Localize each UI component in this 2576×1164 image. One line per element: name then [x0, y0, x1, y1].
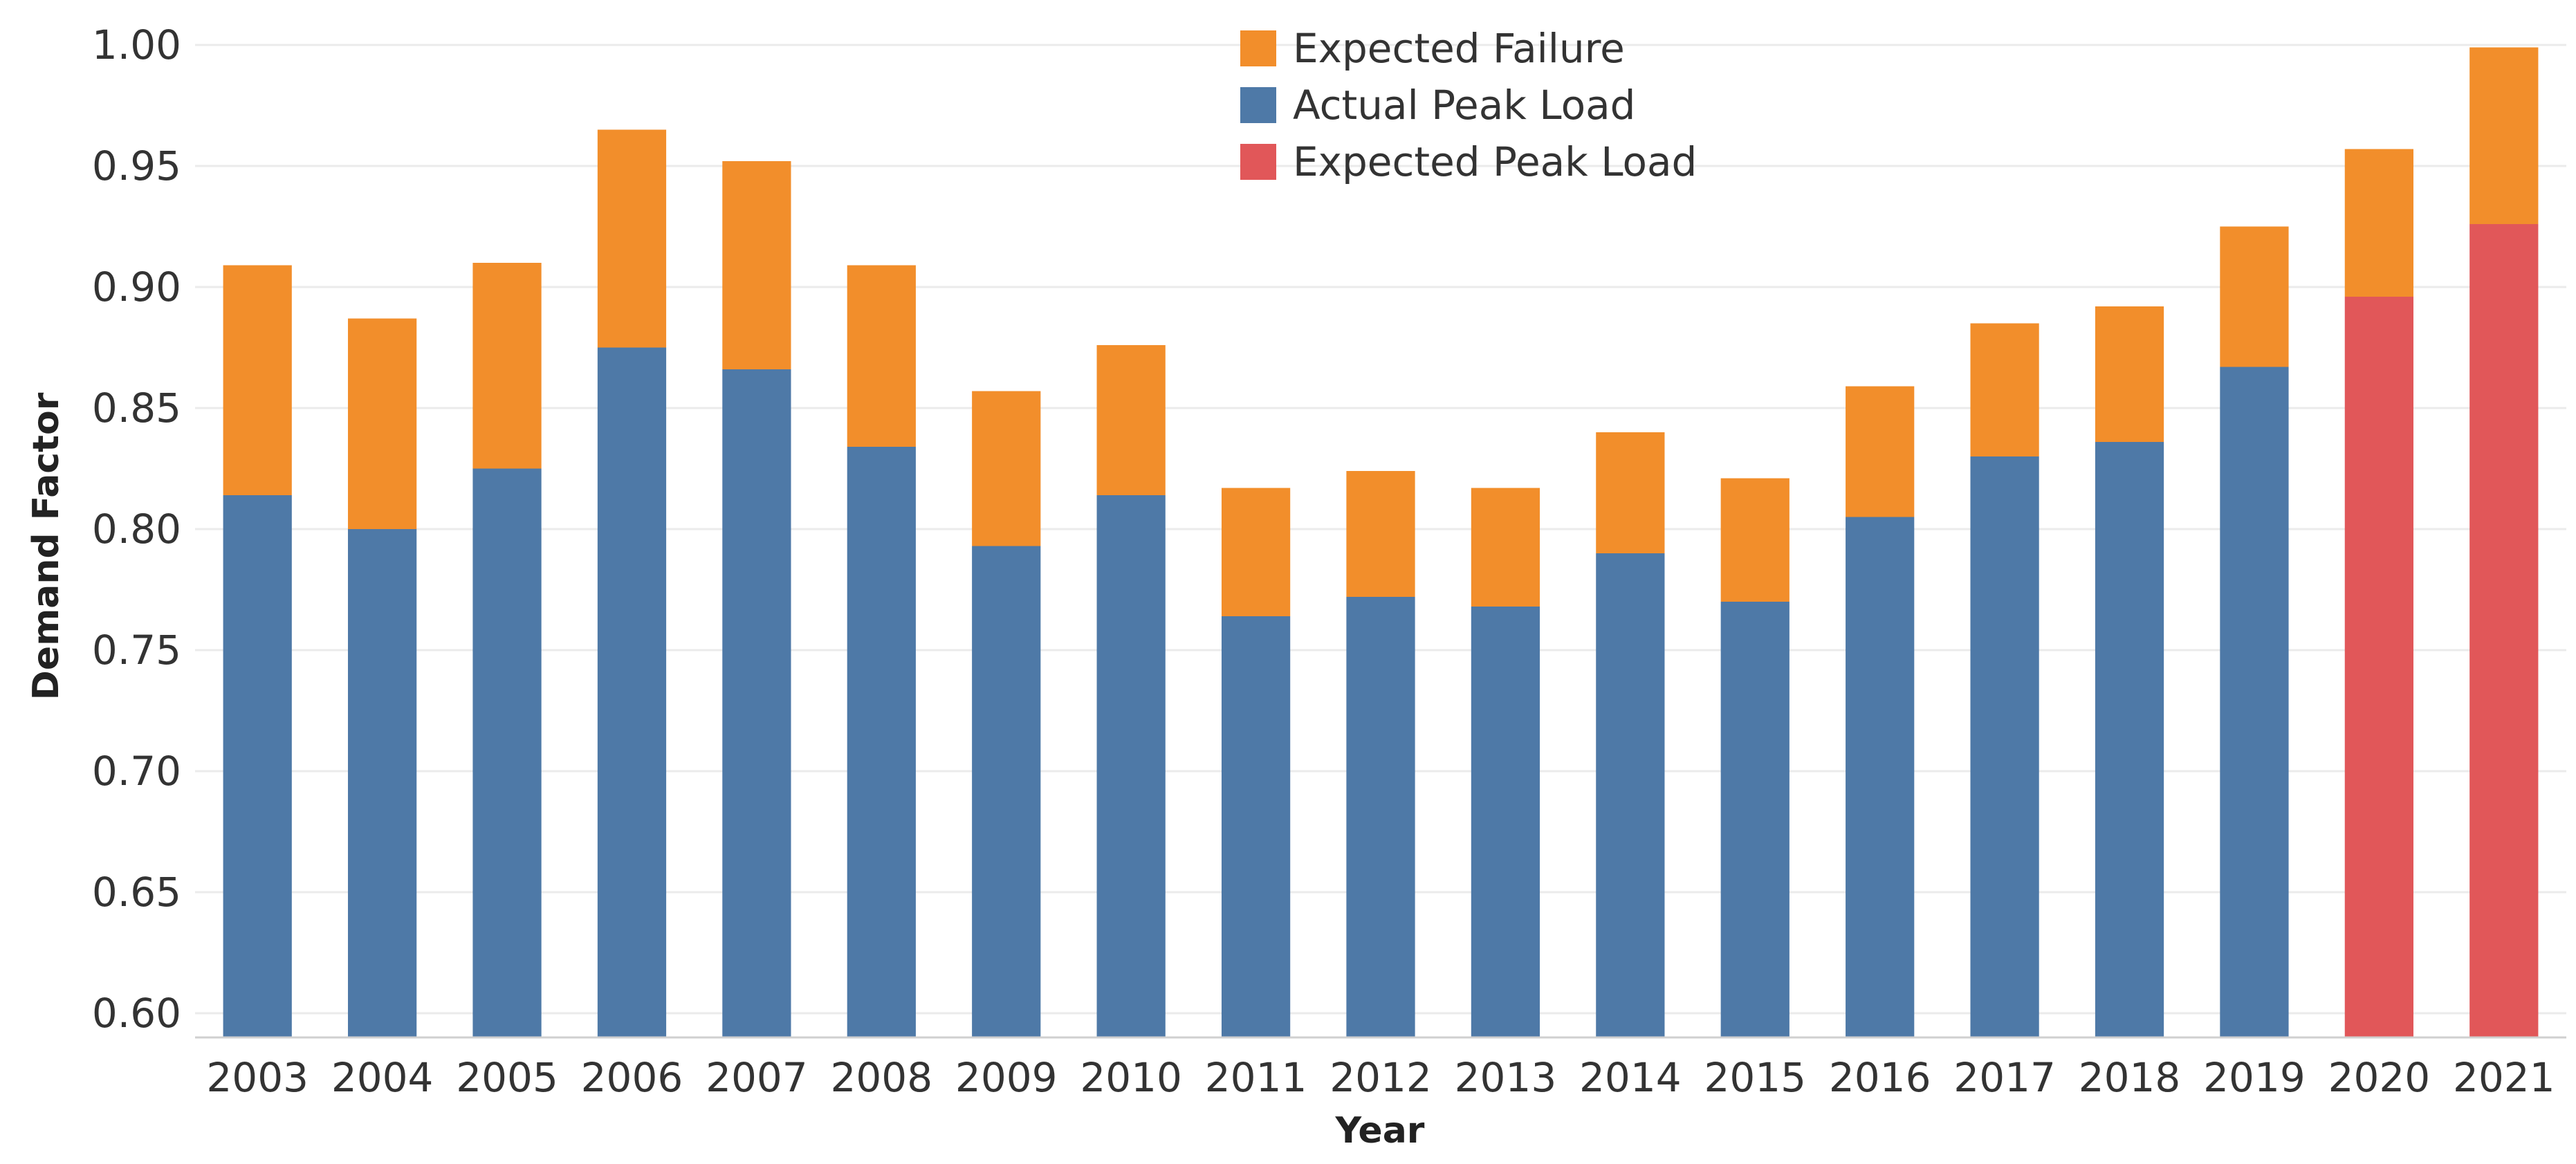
legend-label-actual-peak-load: Actual Peak Load [1293, 82, 1635, 129]
x-tick-label-2005: 2005 [456, 1054, 558, 1101]
y-tick-label: 0.65 [92, 869, 181, 916]
x-tick-label-2019: 2019 [2203, 1054, 2306, 1101]
x-tick-label-2009: 2009 [955, 1054, 1058, 1101]
x-tick-label-2017: 2017 [1953, 1054, 2056, 1101]
bar-expected-failure-2021 [2469, 47, 2539, 224]
bar-expected-failure-2019 [2220, 226, 2289, 367]
bar-actual-peak-load-2003 [223, 495, 292, 1037]
bar-actual-peak-load-2014 [1596, 553, 1665, 1037]
bar-expected-failure-2004 [348, 318, 417, 529]
legend-label-expected-peak-load: Expected Peak Load [1293, 138, 1697, 185]
y-tick-label: 0.80 [92, 506, 181, 553]
x-tick-label-2003: 2003 [206, 1054, 309, 1101]
y-tick-label: 1.00 [92, 21, 181, 68]
bar-expected-failure-2016 [1846, 386, 1915, 517]
x-tick-label-2021: 2021 [2453, 1054, 2555, 1101]
x-axis-title: Year [1335, 1110, 1425, 1152]
x-tick-label-2008: 2008 [831, 1054, 933, 1101]
bar-expected-failure-2011 [1221, 488, 1291, 616]
x-tick-label-2020: 2020 [2328, 1054, 2431, 1101]
bar-expected-failure-2017 [1970, 323, 2039, 456]
x-tick-label-2012: 2012 [1330, 1054, 1432, 1101]
x-tick-label-2013: 2013 [1455, 1054, 1557, 1101]
bar-actual-peak-load-2019 [2220, 367, 2289, 1037]
bar-expected-failure-2003 [223, 265, 292, 495]
y-tick-label: 0.60 [92, 990, 181, 1037]
bar-actual-peak-load-2012 [1346, 597, 1415, 1037]
bar-actual-peak-load-2010 [1096, 495, 1166, 1037]
x-tick-label-2014: 2014 [1579, 1054, 1682, 1101]
x-tick-label-2010: 2010 [1080, 1054, 1182, 1101]
y-tick-label: 0.90 [92, 264, 181, 311]
bar-actual-peak-load-2011 [1221, 616, 1291, 1037]
bar-expected-failure-2012 [1346, 471, 1415, 597]
bars [223, 47, 2539, 1037]
x-tick-label-2011: 2011 [1205, 1054, 1307, 1101]
bar-actual-peak-load-2005 [472, 468, 542, 1037]
legend: Expected Failure Actual Peak Load Expected… [1240, 25, 1697, 185]
bar-expected-failure-2013 [1471, 488, 1540, 607]
bar-expected-failure-2014 [1596, 432, 1665, 553]
bar-actual-peak-load-2004 [348, 529, 417, 1037]
legend-swatch-expected-peak-load [1240, 144, 1276, 180]
bar-actual-peak-load-2017 [1970, 456, 2039, 1037]
x-tick-label-2004: 2004 [331, 1054, 434, 1101]
x-tick-label-2007: 2007 [706, 1054, 808, 1101]
y-tick-label: 0.70 [92, 748, 181, 795]
bar-expected-failure-2009 [972, 391, 1041, 546]
bar-expected-failure-2015 [1720, 478, 1790, 602]
bar-actual-peak-load-2006 [597, 347, 667, 1037]
bar-actual-peak-load-2015 [1720, 602, 1790, 1037]
bar-actual-peak-load-2009 [972, 546, 1041, 1037]
bar-expected-failure-2010 [1096, 345, 1166, 495]
bar-expected-peak-load-2020 [2344, 297, 2413, 1037]
bar-actual-peak-load-2016 [1846, 517, 1915, 1037]
x-tick-label-2015: 2015 [1704, 1054, 1806, 1101]
bar-actual-peak-load-2007 [722, 369, 791, 1037]
bar-expected-peak-load-2021 [2469, 224, 2539, 1037]
y-axis-title: Demand Factor [26, 392, 67, 700]
y-tick-label: 0.85 [92, 385, 181, 432]
bar-expected-failure-2020 [2344, 149, 2413, 297]
bar-expected-failure-2005 [472, 263, 542, 469]
bar-actual-peak-load-2008 [847, 447, 916, 1037]
bar-expected-failure-2006 [597, 129, 667, 348]
bar-actual-peak-load-2018 [2095, 442, 2164, 1037]
bar-expected-failure-2018 [2095, 306, 2164, 442]
legend-swatch-expected-failure [1240, 30, 1276, 66]
x-tick-label-2006: 2006 [581, 1054, 683, 1101]
bar-expected-failure-2008 [847, 265, 916, 447]
legend-label-expected-failure: Expected Failure [1293, 25, 1625, 72]
axes: 0.60 0.65 0.70 0.75 0.80 0.85 0.90 0.95 1.00 2003… [92, 21, 2566, 1101]
legend-swatch-actual-peak-load [1240, 87, 1276, 123]
y-tick-label: 0.95 [92, 142, 181, 190]
y-tick-label: 0.75 [92, 627, 181, 674]
x-tick-label-2018: 2018 [2079, 1054, 2181, 1101]
bar-expected-failure-2007 [722, 161, 791, 369]
x-tick-label-2016: 2016 [1829, 1054, 1931, 1101]
bar-actual-peak-load-2013 [1471, 607, 1540, 1037]
